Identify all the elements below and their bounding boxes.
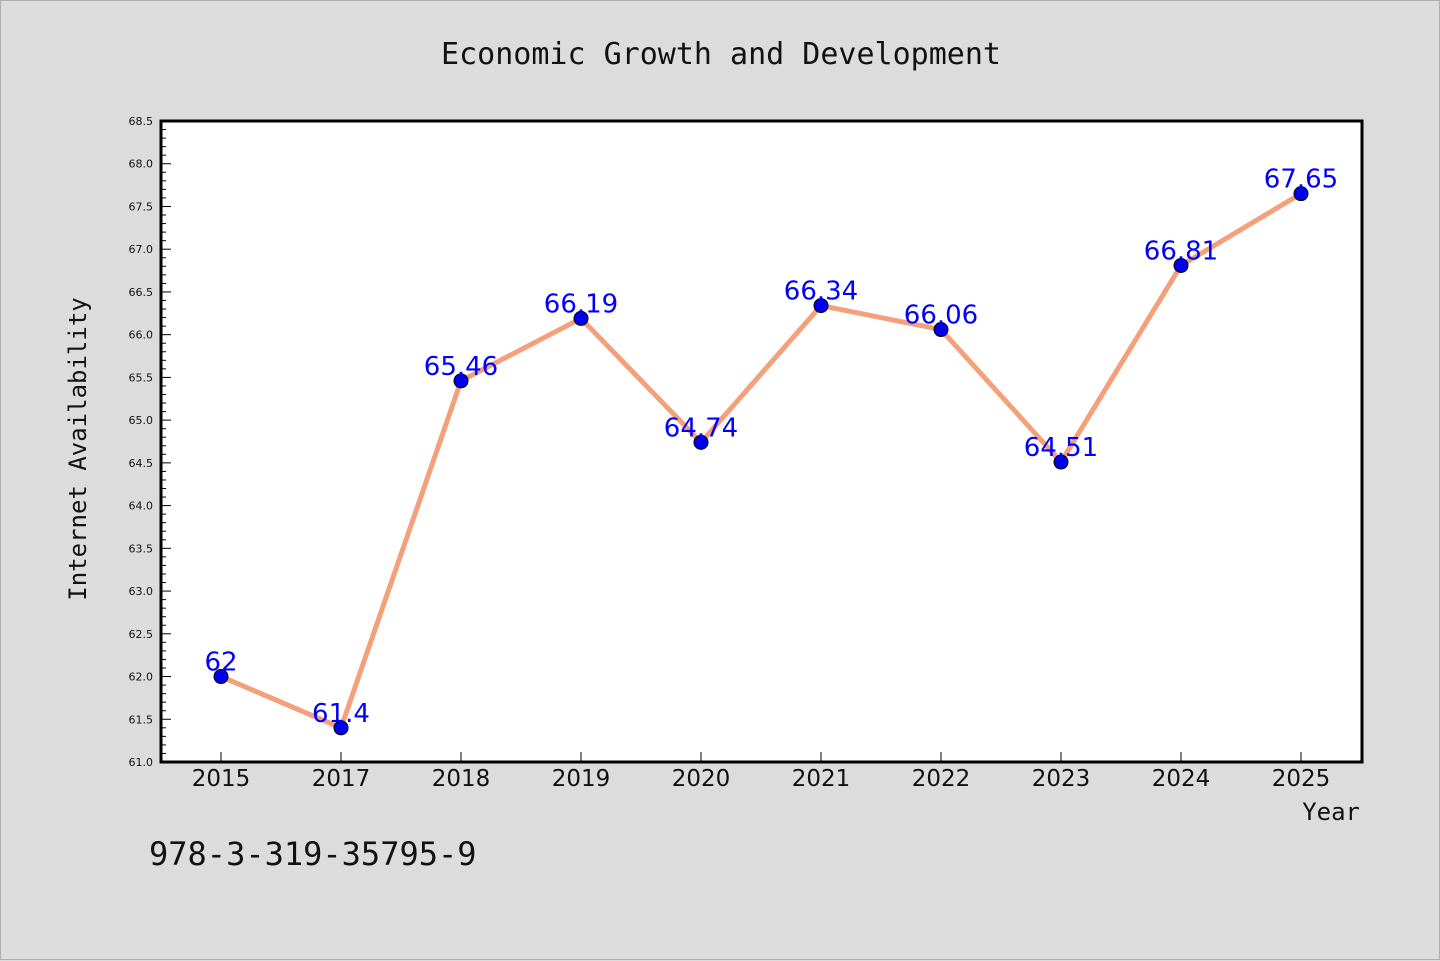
- y-axis-label: Internet Availability: [64, 297, 92, 600]
- y-tick-label: 62.0: [129, 671, 154, 684]
- y-tick-label: 66.0: [129, 329, 154, 342]
- x-tick-label: 2018: [432, 766, 491, 792]
- data-labels: 62 61.4 65.46 66.19 64.74 66.34 66.06 64.51 66.8…: [204, 165, 1338, 729]
- y-tick-label: 64.5: [129, 457, 154, 470]
- data-point: [1053, 454, 1069, 470]
- x-tick-label: 2017: [312, 766, 371, 792]
- x-tick-label: 2022: [912, 766, 971, 792]
- x-axis-label: Year: [1302, 798, 1360, 826]
- data-point: [453, 373, 469, 389]
- data-point: [1293, 186, 1309, 202]
- plot-area: [159, 119, 1364, 764]
- data-label: 65.46: [424, 352, 498, 382]
- y-tick-label: 63.0: [129, 585, 154, 598]
- x-axis: 2015 2017 2018 2019 2020 2021 2022 2023 2024 2025: [192, 752, 1331, 792]
- x-tick-label: 2023: [1032, 766, 1091, 792]
- y-tick-label: 67.5: [129, 200, 154, 213]
- y-tick-label: 65.0: [129, 414, 154, 427]
- data-label: 66.06: [904, 301, 978, 331]
- isbn-footer: 978-3-319-35795-9: [149, 835, 477, 873]
- x-tick-label: 2020: [672, 766, 731, 792]
- y-tick-label: 68.0: [129, 158, 154, 171]
- y-axis: 61.0 61.5 62.0 62.5 63.0 63.5 64.0 64.5 65.0 65.5…: [129, 115, 171, 769]
- data-label: 66.34: [784, 277, 858, 307]
- x-tick-label: 2021: [792, 766, 851, 792]
- data-label: 64.51: [1024, 433, 1098, 463]
- data-point: [333, 720, 349, 736]
- series-line: [220, 191, 1303, 731]
- chart-title: Economic Growth and Development: [441, 37, 1001, 72]
- y-tick-label: 62.5: [129, 628, 154, 641]
- data-point: [693, 434, 709, 450]
- data-point: [933, 322, 949, 338]
- x-tick-label: 2024: [1152, 766, 1211, 792]
- x-tick-label: 2015: [192, 766, 251, 792]
- y-tick-label: 66.5: [129, 286, 154, 299]
- y-tick-label: 61.5: [129, 713, 154, 726]
- x-tick-label: 2025: [1272, 766, 1331, 792]
- data-label: 66.19: [544, 289, 618, 319]
- y-tick-label: 65.5: [129, 371, 154, 384]
- data-point: [213, 669, 229, 685]
- data-label: 62: [204, 648, 237, 678]
- data-point: [573, 310, 589, 326]
- y-tick-label: 67.0: [129, 243, 154, 256]
- y-tick-label: 61.0: [129, 756, 154, 769]
- y-tick-label: 68.5: [129, 115, 154, 128]
- data-point: [813, 298, 829, 314]
- data-label: 67.65: [1264, 165, 1338, 195]
- data-label: 66.81: [1144, 236, 1218, 266]
- data-label: 64.74: [664, 413, 738, 443]
- data-markers: [213, 186, 1309, 736]
- x-tick-label: 2019: [552, 766, 611, 792]
- data-label: 61.4: [312, 699, 370, 729]
- y-tick-label: 64.0: [129, 500, 154, 513]
- y-tick-label: 63.5: [129, 542, 154, 555]
- data-point: [1173, 257, 1189, 273]
